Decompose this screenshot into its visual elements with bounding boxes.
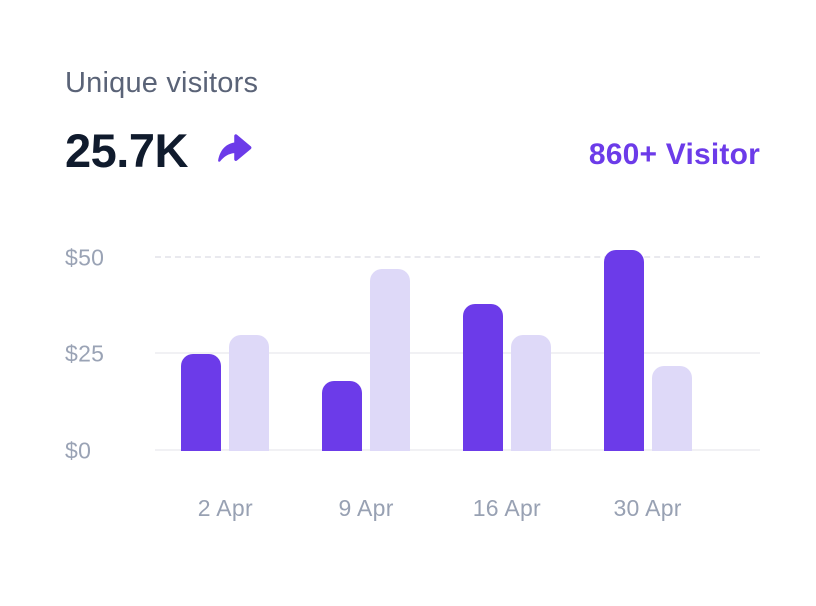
bar-chart: $0 $25 $50 2 Apr 9 Apr 16 Apr 30 Apr <box>65 238 760 522</box>
bar-primary-16-apr[interactable] <box>462 303 503 452</box>
bar-primary-30-apr[interactable] <box>603 249 644 452</box>
plot-area <box>155 238 760 452</box>
x-tick-label: 30 Apr <box>613 495 682 522</box>
gridline-0 <box>155 449 760 452</box>
y-tick-label: $0 <box>65 437 92 464</box>
y-tick-label: $25 <box>65 340 105 367</box>
bar-group-9-apr <box>296 238 437 452</box>
bar-secondary-9-apr[interactable] <box>370 269 411 452</box>
bar-group-30-apr <box>577 238 718 452</box>
header-left: Unique visitors 25.7K <box>65 66 258 175</box>
value-row: 25.7K <box>65 123 258 177</box>
x-tick-label: 9 Apr <box>338 495 394 522</box>
bar-secondary-30-apr[interactable] <box>651 365 692 452</box>
share-arrow-icon <box>212 127 258 173</box>
x-axis: 2 Apr 9 Apr 16 Apr 30 Apr <box>155 495 760 522</box>
y-axis: $0 $25 $50 <box>65 238 155 464</box>
y-tick-label: $50 <box>65 244 105 271</box>
bar-groups <box>155 238 760 452</box>
bar-secondary-2-apr[interactable] <box>229 334 270 452</box>
card-header: Unique visitors 25.7K 860+ Visitor <box>65 66 760 175</box>
bar-primary-2-apr[interactable] <box>181 354 222 452</box>
bar-group-2-apr <box>155 238 296 452</box>
bar-secondary-16-apr[interactable] <box>510 334 551 452</box>
x-tick-label: 2 Apr <box>197 495 253 522</box>
bar-primary-9-apr[interactable] <box>322 381 363 452</box>
bar-group-16-apr <box>437 238 578 452</box>
plot-wrap: 2 Apr 9 Apr 16 Apr 30 Apr <box>155 238 760 522</box>
visitors-value: 25.7K <box>65 123 188 177</box>
card-title: Unique visitors <box>65 67 259 99</box>
x-tick-label: 16 Apr <box>472 495 542 522</box>
gridline-50 <box>155 255 760 258</box>
gridline-25 <box>155 352 760 355</box>
visitor-count-label: 860+ Visitor <box>588 138 760 171</box>
